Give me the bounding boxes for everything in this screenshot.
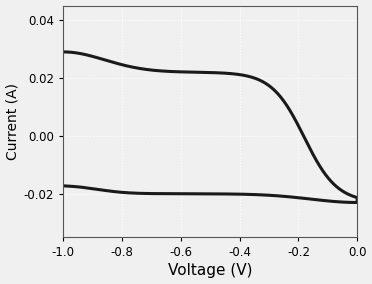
- Y-axis label: Current (A): Current (A): [6, 83, 20, 160]
- X-axis label: Voltage (V): Voltage (V): [168, 264, 253, 278]
